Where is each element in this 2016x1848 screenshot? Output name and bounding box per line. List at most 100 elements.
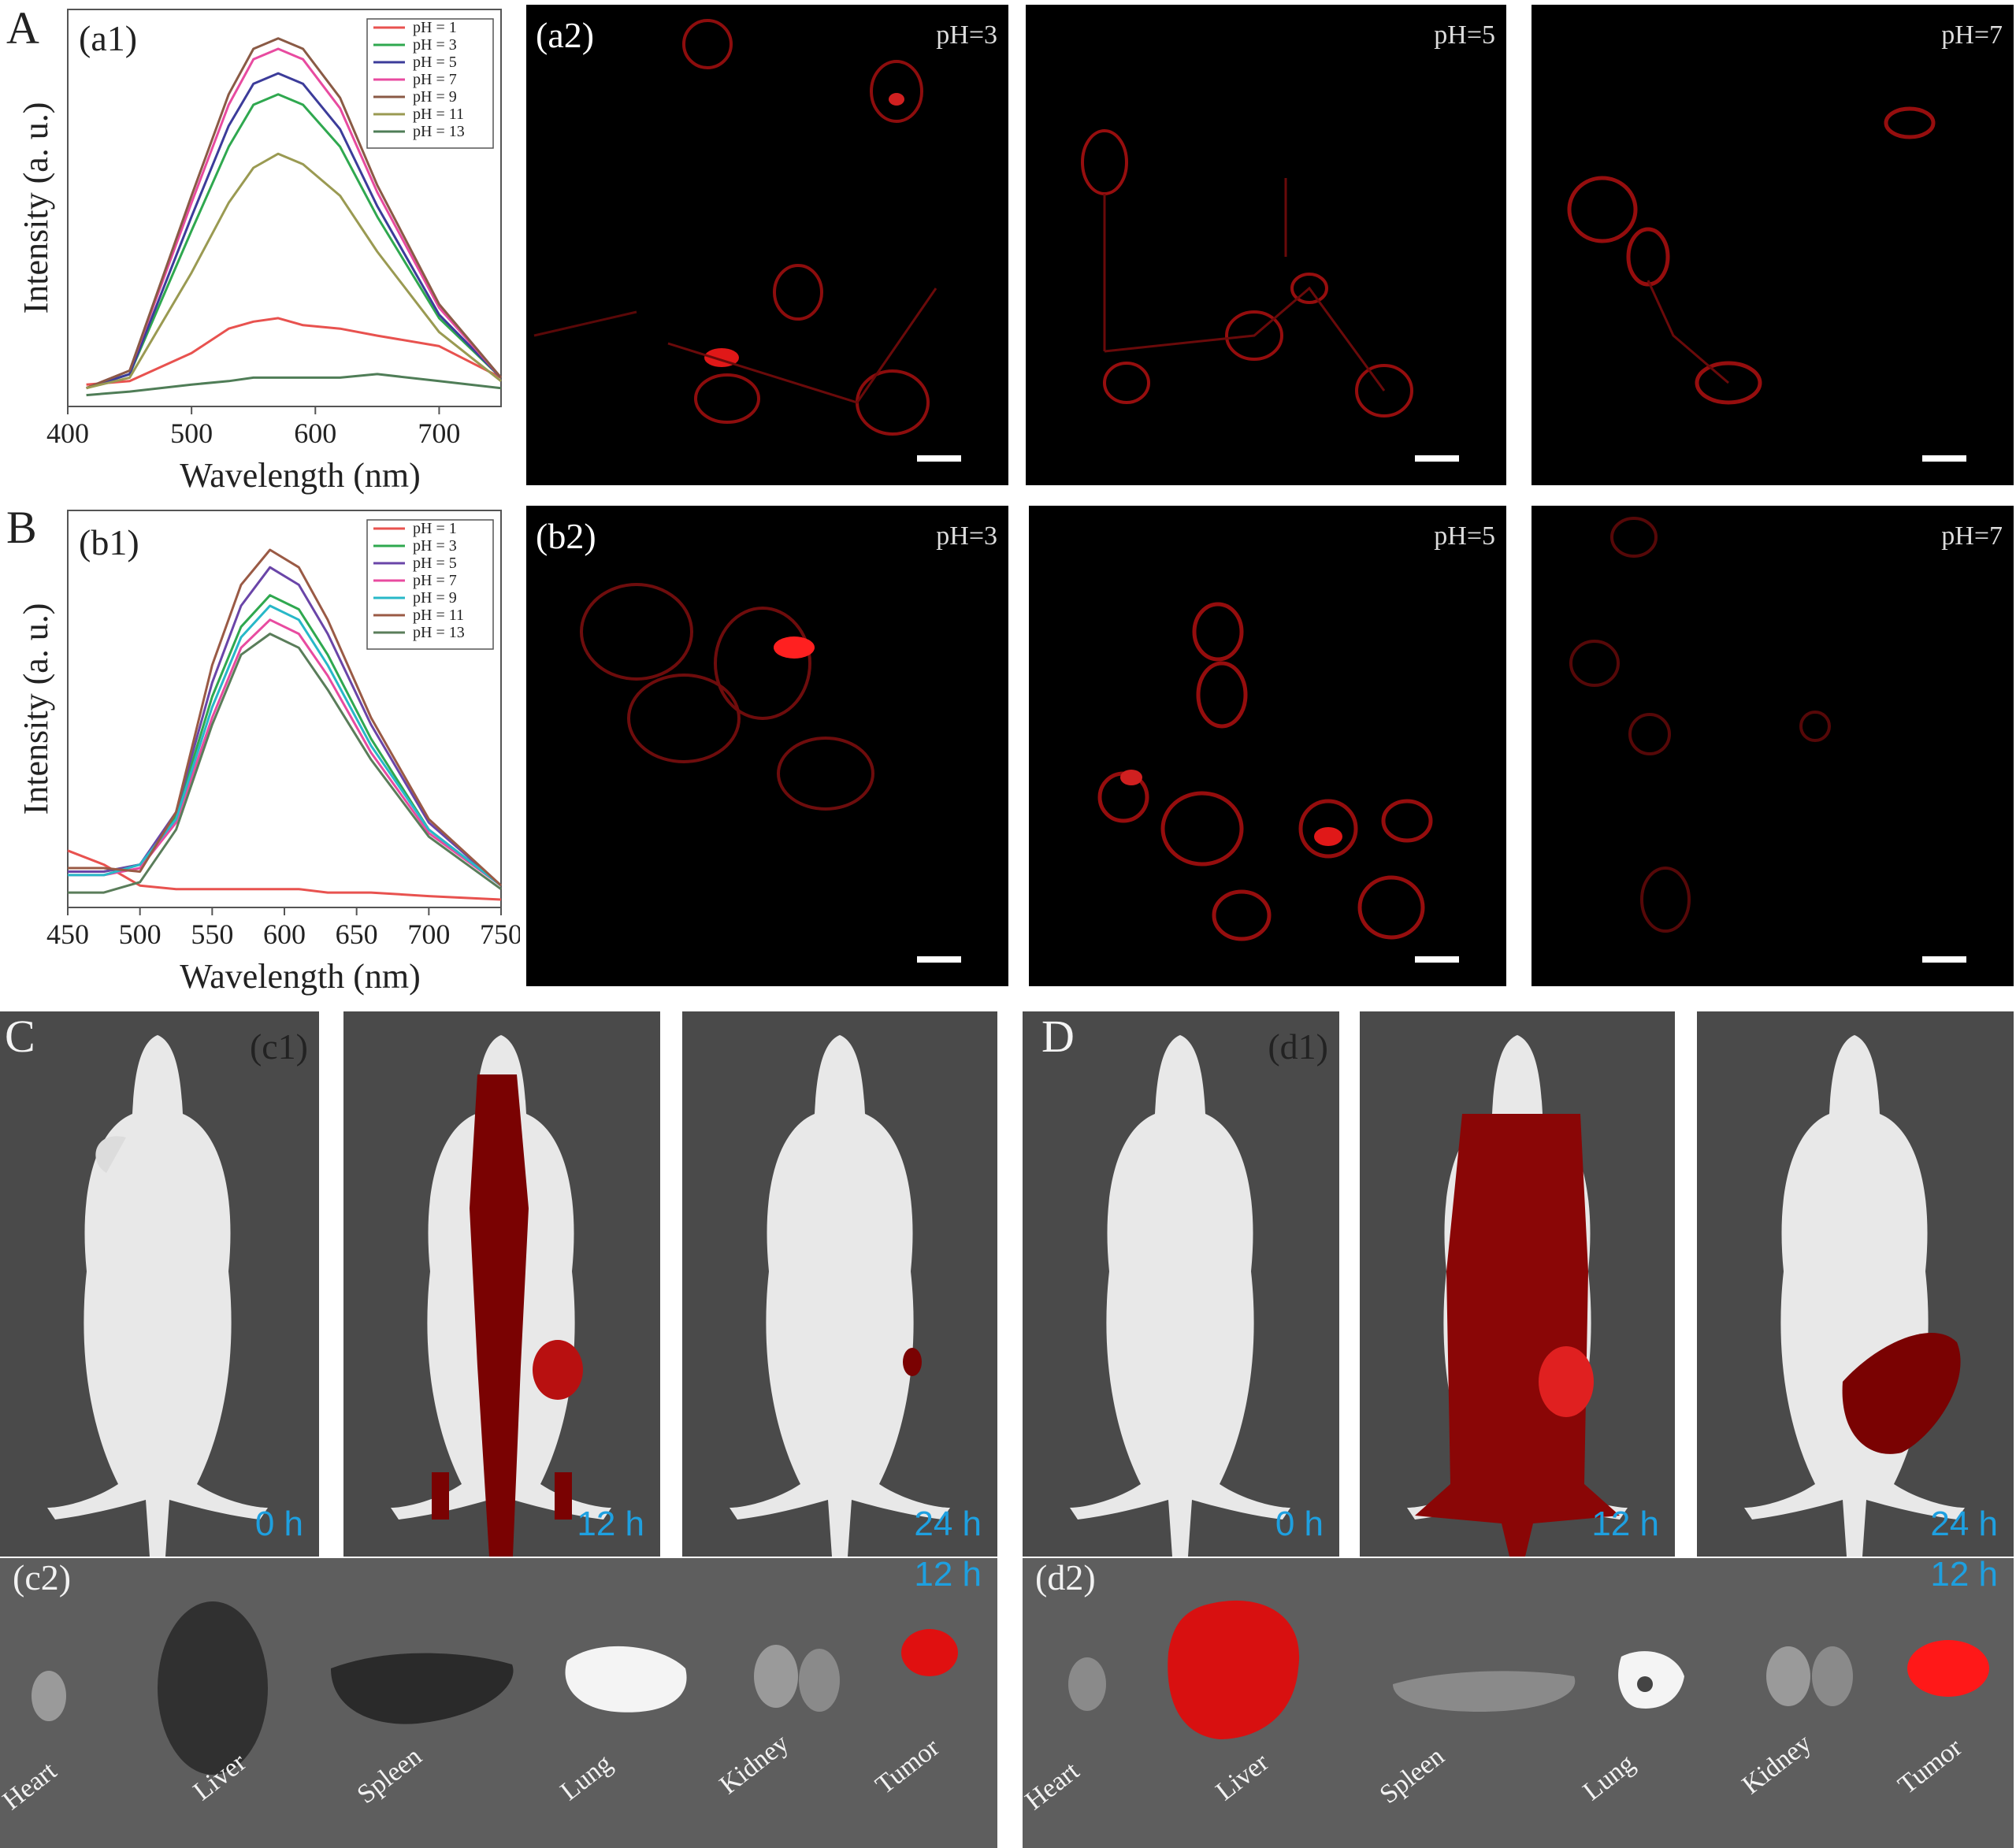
legend-label-0-6: pH = 13 [413,123,465,140]
legend-label-0-3: pH = 7 [413,71,457,88]
legend-label-1-1: pH = 3 [413,537,457,555]
legend-label-1-5: pH = 11 [413,607,464,624]
panel-letter-b: B [6,502,37,553]
cells-b-ph7 [1569,517,1831,933]
legend-box-0 [366,18,494,149]
organ-panel-c2: (c2) 12 h Heart Liver Spleen Lung Kidney… [0,1558,997,1848]
ph-label-a-2: pH=5 [1434,20,1495,50]
mouse-body-d-12h [1407,1035,1628,1557]
y-axis-label-0: Intensity (a. u.) [17,102,55,314]
tag-a2: (a2) [536,15,595,55]
cells-b-ph5 [1097,602,1433,941]
time-c2: 12 h [914,1558,982,1594]
confocal-a-ph5: pH=5 [1026,5,1506,485]
time-d-0h: 0 h [1275,1505,1324,1543]
scale-bar-b-2 [1415,956,1459,963]
series-line-1-3 [68,618,502,887]
series-line-0-0 [86,317,502,386]
x-tick-label-1-3: 600 [263,918,306,950]
tag-b2: (b2) [536,516,596,556]
panel-letter-a: A [6,2,39,54]
ph-label-b-2: pH=5 [1434,521,1495,551]
legend-label-1-2: pH = 5 [413,555,457,572]
cells-a-ph7 [1567,106,1936,405]
series-line-0-1 [86,93,503,390]
confocal-b-ph3: (b2) pH=3 [526,506,1008,986]
organs-d2 [1068,1600,1989,1739]
mouse-d-12h: 12 h [1360,1011,1675,1557]
scale-bar-a-1 [917,455,961,462]
series-line-0-4 [86,37,503,390]
series-line-0-3 [86,47,503,390]
panel-letter-d: D [1041,1011,1075,1062]
time-c-24h: 24 h [914,1505,982,1543]
x-tick-label-0-0: 400 [46,417,89,449]
cells-b-ph3 [580,583,874,811]
chart-a1-svg: 400 500 600 700 Wavelength (nm) Intensity (a.… [17,9,503,495]
tag-b1: (b1) [79,522,139,562]
mouse-body-c-0h [47,1035,268,1557]
x-tick-label-1-0: 450 [46,918,89,950]
time-d2: 12 h [1930,1558,1998,1594]
series-line-1-0 [67,849,502,901]
x-tick-label-1-6: 750 [480,918,520,950]
legend-label-0-4: pH = 9 [413,88,457,106]
x-tick-label-1-2: 550 [191,918,233,950]
x-tick-label-1-5: 700 [407,918,450,950]
time-d-24h: 24 h [1930,1505,1998,1543]
legend-label-0-5: pH = 11 [413,106,464,123]
scale-bar-a-2 [1415,455,1459,462]
ph-label-a-3: pH=7 [1941,20,2003,50]
series-line-1-4 [68,604,502,887]
confocal-b-ph5: pH=5 [1029,506,1506,986]
legend-box-1 [366,519,494,650]
y-axis-label-1: Intensity (a. u.) [17,603,55,815]
chart-a1: 400 500 600 700 Wavelength (nm) Intensity (a.… [0,0,520,504]
x-tick-label-0-2: 600 [294,417,336,449]
confocal-b-ph7: pH=7 [1531,506,2014,986]
x-axis-label-0: Wavelength (nm) [180,456,421,495]
time-c-12h: 12 h [577,1505,644,1543]
mouse-body-d-0h [1070,1035,1290,1557]
series-line-0-6 [86,373,502,397]
x-tick-label-1-4: 650 [336,918,378,950]
panel-letter-c: C [5,1011,35,1062]
x-tick-label-0-3: 700 [418,417,460,449]
legend-label-1-3: pH = 7 [413,572,457,589]
cells-a-ph3 [533,19,937,436]
confocal-a-ph3: (a2) pH=3 [526,5,1008,485]
mouse-c-0h: C (c1) 0 h [0,1011,319,1557]
tag-a1: (a1) [79,18,138,58]
x-tick-label-0-1: 500 [170,417,213,449]
mouse-body-c-24h [730,1035,950,1557]
legend-label-1-6: pH = 13 [413,624,465,641]
tag-d1: (d1) [1268,1026,1328,1067]
legend-label-1-0: pH = 1 [413,520,457,537]
mouse-body-c-12h [391,1035,611,1557]
series-line-0-2 [86,72,503,390]
ph-label-b-1: pH=3 [936,521,997,551]
organs-c2 [32,1601,958,1775]
scale-bar-b-3 [1922,956,1966,963]
legend-label-0-0: pH = 1 [413,19,457,36]
time-d-12h: 12 h [1591,1505,1659,1543]
mouse-d-0h: D (d1) 0 h [1023,1011,1339,1557]
series-line-1-5 [68,548,503,887]
tag-d2: (d2) [1035,1558,1096,1598]
x-axis-label-1: Wavelength (nm) [180,957,421,996]
chart-b1-svg: 450 500 550 600 650 700 750 Wavelength (nm) Inte… [17,510,522,996]
mouse-c-24h: 24 h [682,1011,997,1557]
mouse-d-24h: 24 h [1697,1011,2014,1557]
tag-c1: (c1) [249,1026,308,1067]
tag-c2: (c2) [13,1558,72,1598]
ph-label-b-3: pH=7 [1941,521,2003,551]
ph-label-a-1: pH=3 [936,20,997,50]
chart-b1: 450 500 550 600 650 700 750 Wavelength (nm) Inte… [0,501,522,1021]
organ-panel-d2: (d2) 12 h Heart Liver Spleen Lung Kidney… [1023,1558,2014,1848]
series-line-1-6 [68,633,502,894]
mouse-body-d-24h [1744,1035,1965,1557]
series-line-0-5 [86,152,502,390]
legend-label-0-1: pH = 3 [413,36,457,54]
confocal-a-ph7: pH=7 [1531,5,2014,485]
legend-label-1-4: pH = 9 [413,589,457,607]
